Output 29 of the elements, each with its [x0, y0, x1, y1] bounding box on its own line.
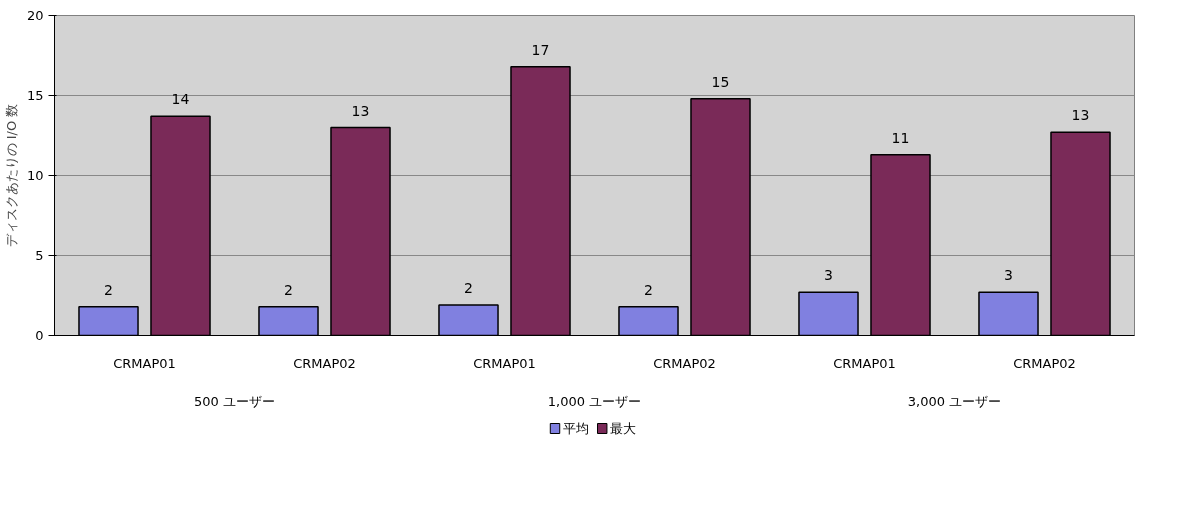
data-label: 11: [891, 129, 910, 146]
text: 500 ユーザー: [194, 393, 275, 409]
data-label: 3: [1004, 267, 1013, 284]
text: 1,000 ユーザー: [547, 393, 642, 409]
data-label: 2: [644, 281, 653, 298]
y-tick-label: 15: [26, 88, 44, 103]
x-tick-label: CRMAP02: [293, 355, 356, 371]
y-tick-label: 20: [26, 8, 44, 23]
legend-label: 平均: [562, 421, 589, 436]
data-label: 3: [824, 267, 833, 284]
x-tick-label: CRMAP01: [113, 355, 176, 371]
y-tick-label: 0: [35, 328, 44, 343]
data-label: 13: [351, 102, 370, 119]
y-tick-label: 5: [35, 248, 44, 263]
data-label: 15: [711, 73, 730, 90]
x-tick-label: CRMAP01: [473, 355, 536, 371]
data-label: 2: [464, 280, 473, 297]
x-tick-label: CRMAP01: [833, 355, 896, 371]
y-tick-label: 10: [26, 168, 44, 183]
data-label: 13: [1071, 107, 1090, 124]
y-axis-title: ディスクあたりの I/O 数: [3, 103, 19, 248]
x-tick-label: CRMAP02: [1013, 355, 1076, 371]
data-label: 2: [284, 281, 293, 298]
legend-label: 最大: [609, 421, 636, 436]
data-label: 2: [104, 281, 113, 298]
text: 3,000 ユーザー: [907, 393, 1002, 409]
x-tick-label: CRMAP02: [653, 355, 716, 371]
data-label: 14: [171, 91, 190, 108]
data-label: 17: [531, 41, 550, 58]
